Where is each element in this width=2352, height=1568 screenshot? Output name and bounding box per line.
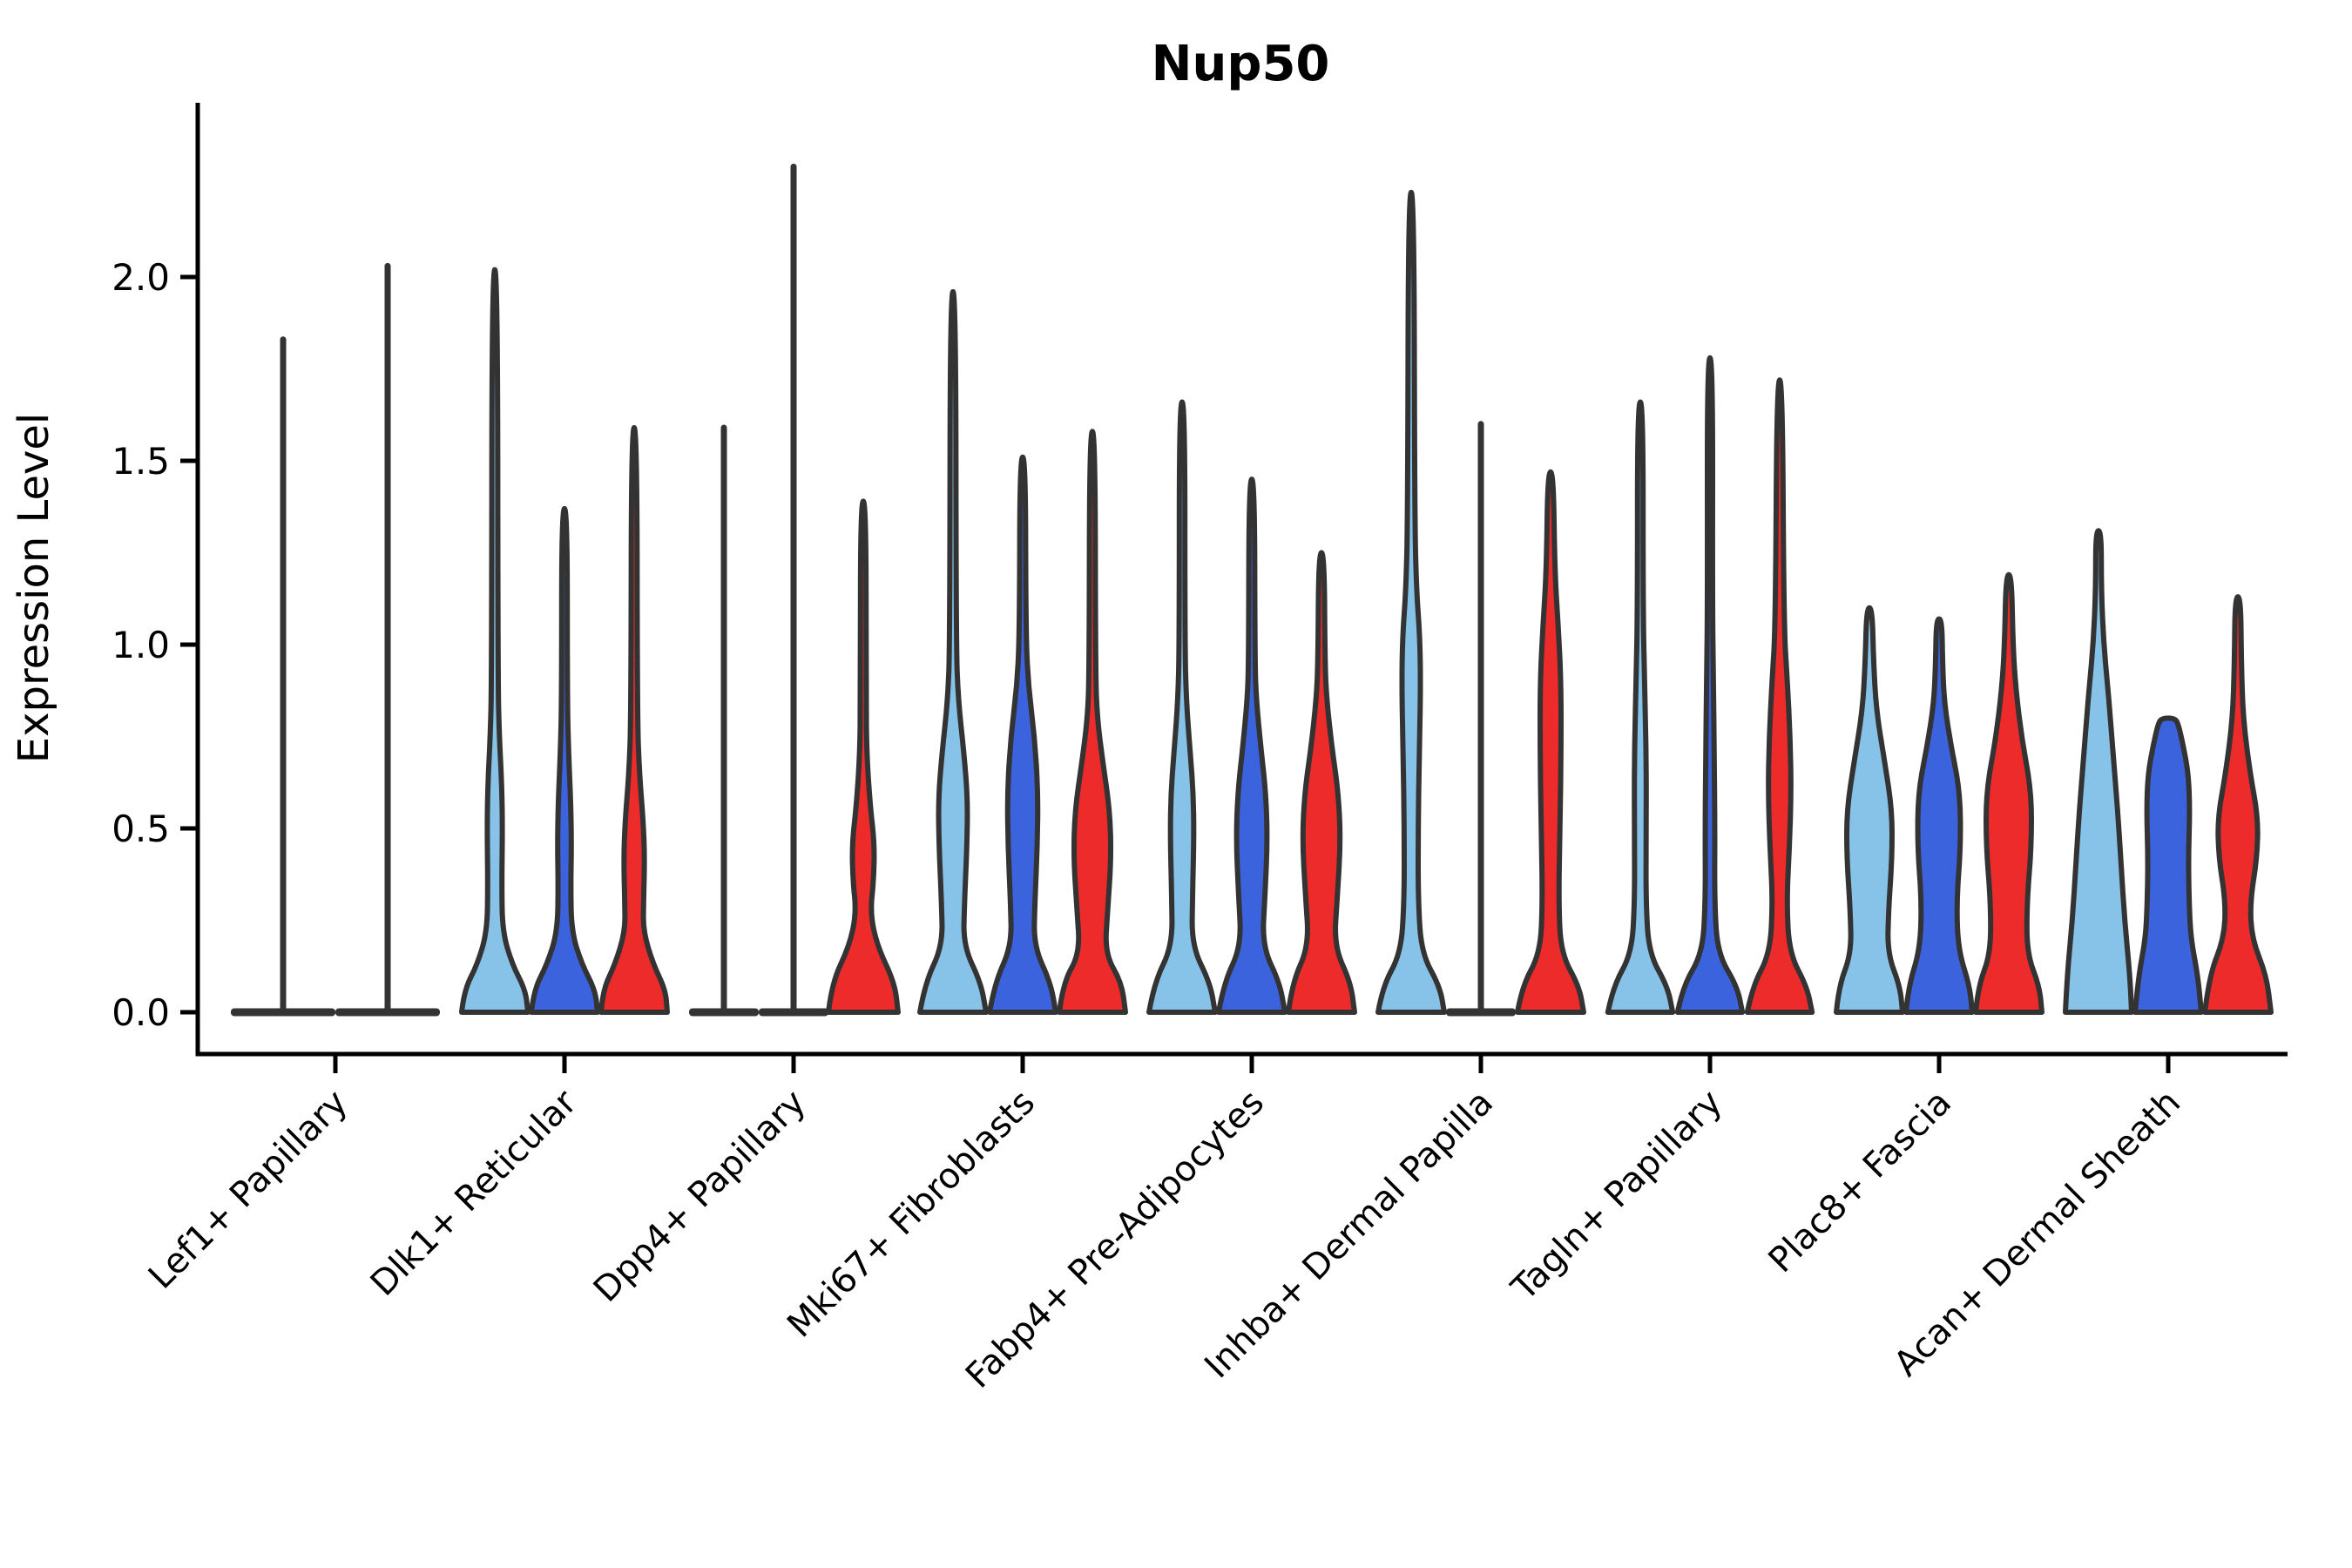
violin-dark_blue	[1903, 616, 1975, 1015]
violin-dark_blue	[987, 454, 1058, 1015]
violin-flat-base	[231, 1008, 335, 1017]
violin-light_blue	[1375, 189, 1447, 1015]
violin-light_blue	[1605, 399, 1676, 1015]
violin-red	[826, 498, 901, 1015]
chart-title: Nup50	[1152, 36, 1330, 92]
violin-dark_blue	[1216, 476, 1288, 1015]
y-tick-label: 0.5	[112, 808, 170, 850]
violin-light_blue	[459, 267, 531, 1015]
violin-light_blue	[1146, 399, 1218, 1015]
violin-light_blue	[917, 288, 989, 1015]
violin-light_blue	[1834, 605, 1905, 1015]
y-tick-label: 0.0	[112, 991, 170, 1034]
violin-red	[1057, 429, 1128, 1015]
y-axis-label: Expression Level	[10, 413, 58, 764]
x-tick-label: Plac8+ Fascia	[1761, 1083, 1960, 1281]
y-tick-label: 1.5	[112, 440, 170, 483]
violin-dark_blue	[2132, 715, 2204, 1015]
violin-flat-base	[335, 1008, 440, 1017]
violin-red	[598, 425, 670, 1015]
violin-light_blue	[2063, 528, 2134, 1015]
violin-flat-base	[1446, 1008, 1516, 1017]
axes	[180, 103, 2288, 1073]
x-tick-label: Dlk1+ Reticular	[363, 1082, 585, 1304]
violin-flat-base	[759, 1008, 828, 1017]
y-tick-label: 2.0	[112, 256, 170, 299]
violin-dark_blue	[1674, 355, 1746, 1015]
violin-red	[1515, 469, 1586, 1015]
violin-red	[1973, 571, 2044, 1015]
x-tick-label: Dpp4+ Papillary	[586, 1083, 814, 1310]
violin-red	[1744, 377, 1815, 1015]
x-tick-label: Lef1+ Papillary	[141, 1083, 355, 1297]
violin-dark_blue	[529, 505, 600, 1015]
violin-red	[1286, 550, 1357, 1015]
y-tick-label: 1.0	[112, 624, 170, 666]
violins	[231, 163, 2274, 1017]
violin-flat-base	[689, 1008, 759, 1017]
x-tick-label: Tagln+ Papillary	[1504, 1083, 1730, 1309]
x-tick-label: Mki67+ Fibroblasts	[780, 1083, 1043, 1346]
violin-red	[2202, 594, 2274, 1015]
